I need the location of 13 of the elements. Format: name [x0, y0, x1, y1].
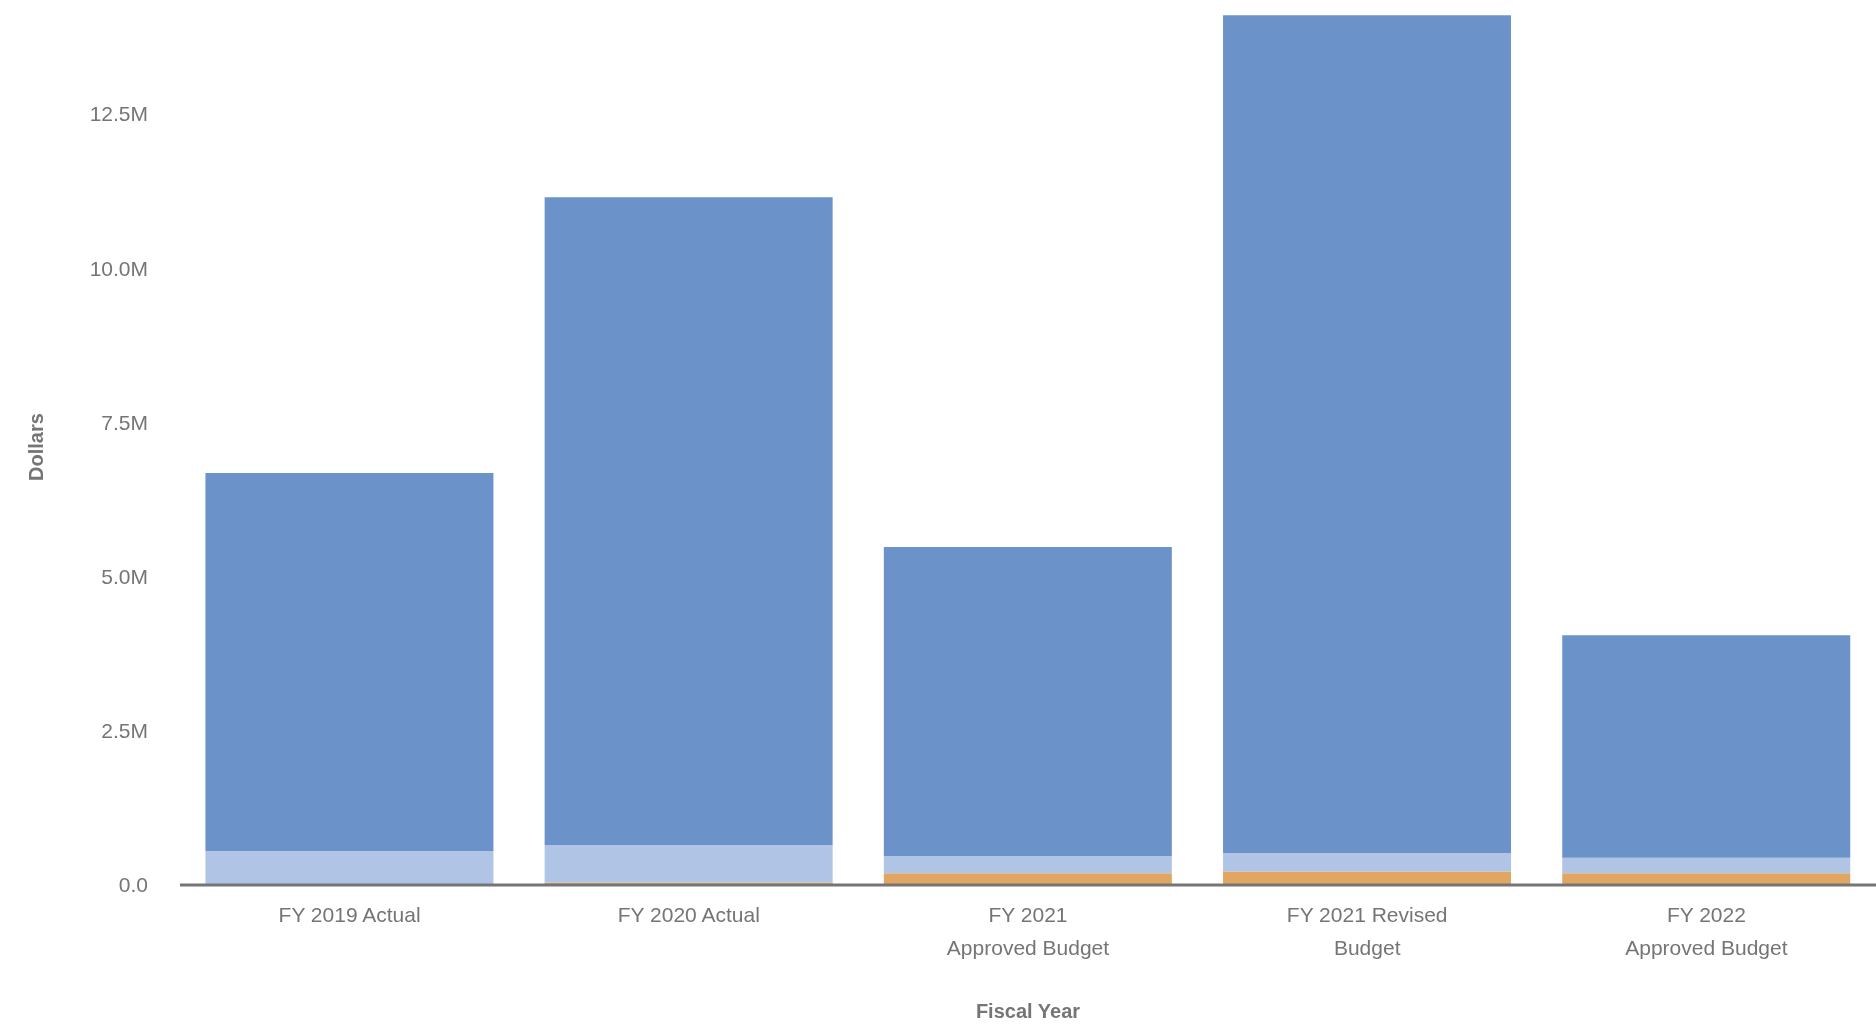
y-tick-label: 2.5M	[101, 719, 148, 743]
x-tick-label: FY 2022 Approved Budget	[1625, 902, 1788, 959]
y-tick-label: 5.0M	[101, 565, 148, 588]
x-axis-title: Fiscal Year	[975, 1000, 1081, 1022]
y-tick-label: 10.0M	[89, 256, 148, 280]
x-tick-label: FY 2021 Approved Budget	[946, 902, 1110, 959]
y-tick-label: 7.5M	[101, 410, 148, 434]
x-tick-label: FY 2019 Actual	[278, 902, 421, 926]
y-axis-title: Dollars	[25, 413, 47, 481]
y-tick-label: 0.0	[118, 873, 148, 897]
x-tick-label: FY 2021 Revised Budget	[1286, 902, 1448, 959]
x-tick-label: FY 2020 Actual	[617, 902, 760, 926]
y-tick-label: 12.5M	[89, 102, 148, 126]
